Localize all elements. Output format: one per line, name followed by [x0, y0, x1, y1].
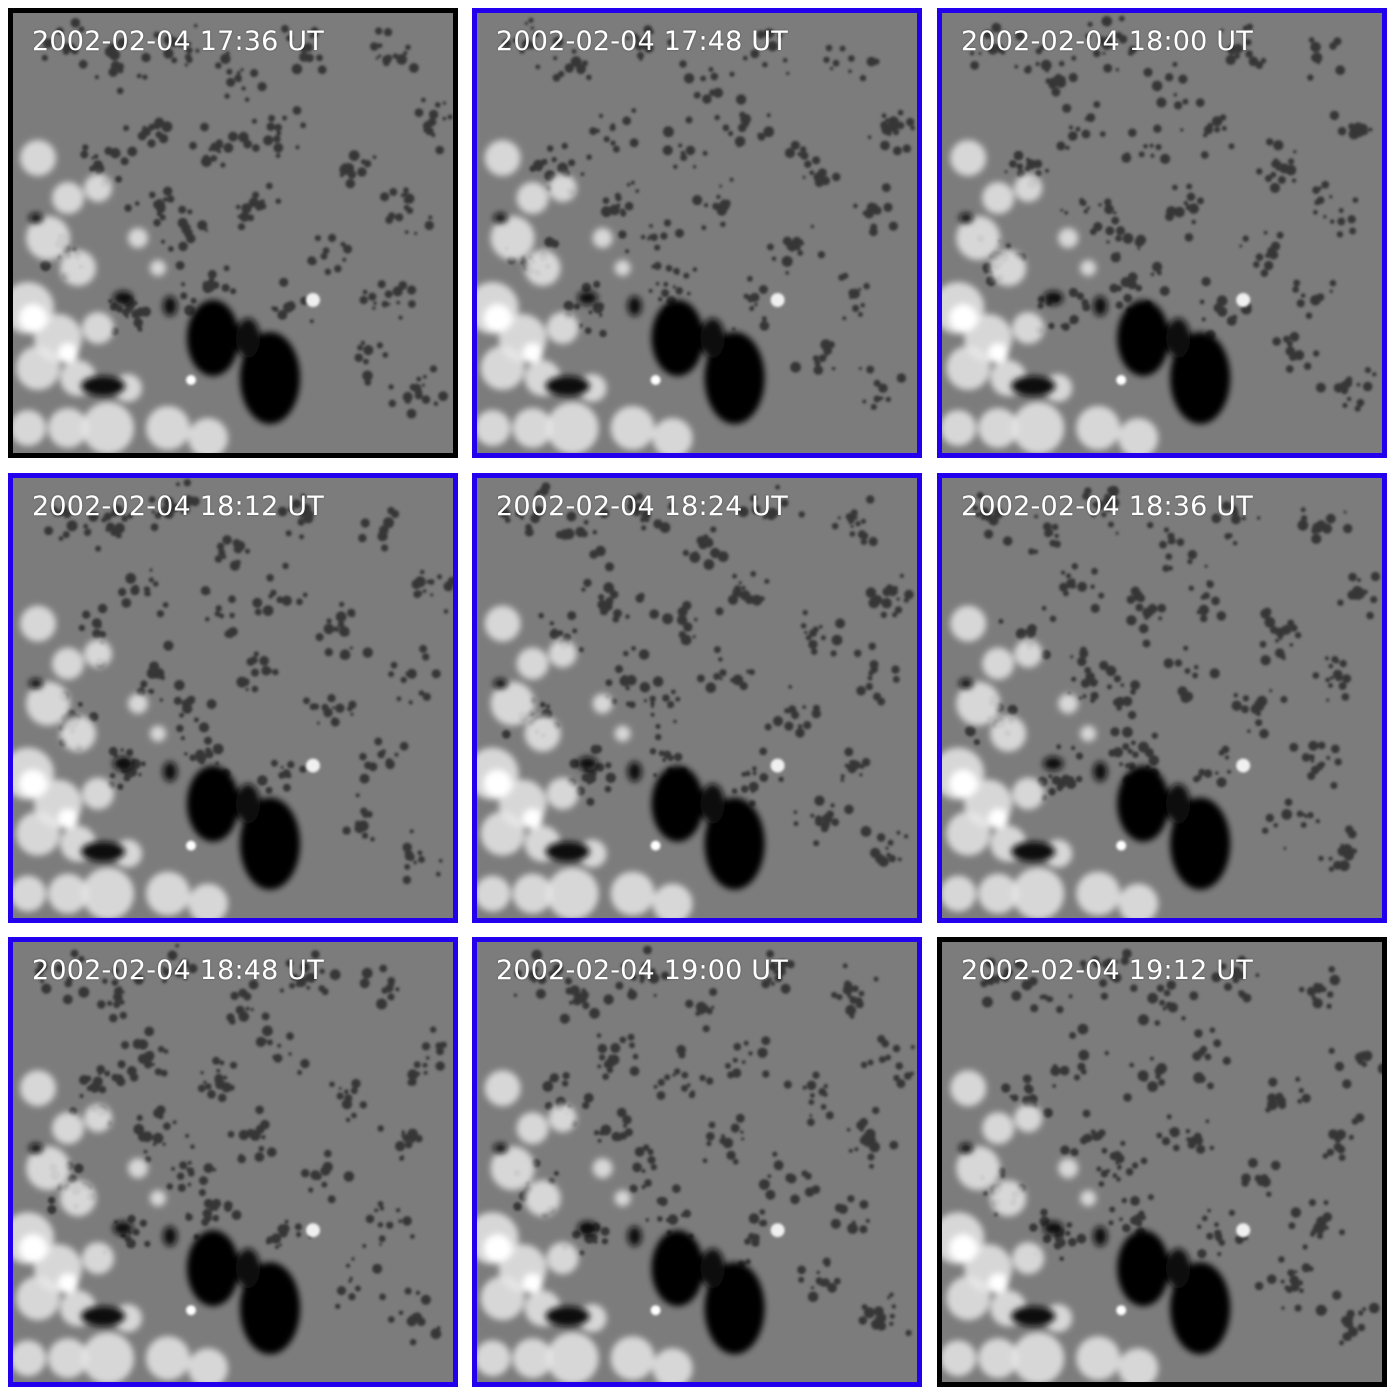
magnetogram-panel-5: 2002-02-04 18:24 UT: [472, 473, 922, 923]
magnetogram-image: [8, 473, 458, 923]
magnetogram-image: [937, 473, 1387, 923]
magnetogram-panel-8: 2002-02-04 19:00 UT: [472, 937, 922, 1387]
magnetogram-panel-6: 2002-02-04 18:36 UT: [937, 473, 1387, 923]
magnetogram-panel-1: 2002-02-04 17:36 UT: [8, 8, 458, 458]
magnetogram-image: [8, 937, 458, 1387]
magnetogram-panel-9: 2002-02-04 19:12 UT: [937, 937, 1387, 1387]
panel-timestamp: 2002-02-04 17:48 UT: [496, 26, 788, 57]
magnetogram-image: [937, 8, 1387, 458]
magnetogram-image: [472, 8, 922, 458]
magnetogram-panel-2: 2002-02-04 17:48 UT: [472, 8, 922, 458]
panel-timestamp: 2002-02-04 19:12 UT: [961, 955, 1253, 986]
panel-timestamp: 2002-02-04 17:36 UT: [32, 26, 324, 57]
panel-timestamp: 2002-02-04 18:48 UT: [32, 955, 324, 986]
magnetogram-image: [8, 8, 458, 458]
panel-timestamp: 2002-02-04 18:24 UT: [496, 491, 788, 522]
magnetogram-image: [472, 937, 922, 1387]
panel-timestamp: 2002-02-04 18:12 UT: [32, 491, 324, 522]
panel-timestamp: 2002-02-04 18:00 UT: [961, 26, 1253, 57]
magnetogram-image: [937, 937, 1387, 1387]
magnetogram-panel-4: 2002-02-04 18:12 UT: [8, 473, 458, 923]
magnetogram-image: [472, 473, 922, 923]
panel-timestamp: 2002-02-04 19:00 UT: [496, 955, 788, 986]
magnetogram-panel-3: 2002-02-04 18:00 UT: [937, 8, 1387, 458]
panel-timestamp: 2002-02-04 18:36 UT: [961, 491, 1253, 522]
magnetogram-panel-7: 2002-02-04 18:48 UT: [8, 937, 458, 1387]
